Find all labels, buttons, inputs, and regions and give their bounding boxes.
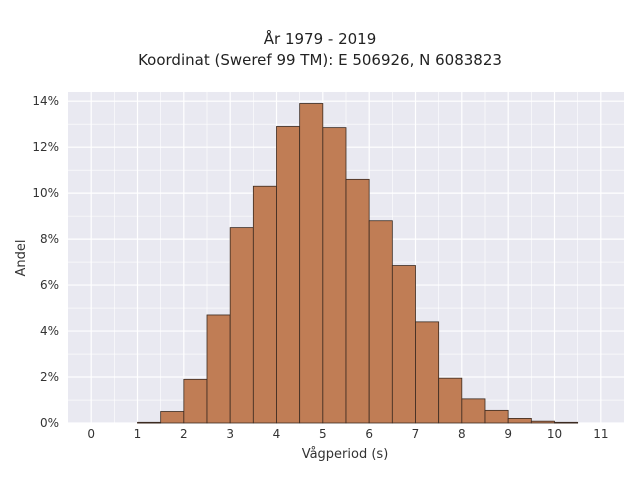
y-tick-label: 2% (40, 370, 59, 384)
x-tick-label: 6 (365, 427, 373, 441)
x-tick-label: 8 (458, 427, 466, 441)
y-tick-label: 0% (40, 416, 59, 430)
x-tick-label: 0 (87, 427, 95, 441)
histogram-bar (415, 321, 440, 424)
x-tick-label: 2 (180, 427, 188, 441)
x-tick-label: 4 (273, 427, 281, 441)
y-tick-label: 10% (32, 186, 59, 200)
histogram-bar (206, 314, 231, 424)
y-tick-label: 8% (40, 232, 59, 246)
histogram-bar (160, 411, 185, 424)
y-axis-label: Andel (14, 239, 29, 277)
histogram-bar (461, 398, 486, 424)
histogram-bar (183, 378, 208, 424)
histogram-bar (345, 178, 370, 424)
y-tick-label: 14% (32, 94, 59, 108)
x-tick-label: 7 (412, 427, 420, 441)
x-tick-label: 3 (226, 427, 234, 441)
x-tick-label: 10 (547, 427, 562, 441)
x-tick-label: 9 (504, 427, 512, 441)
histogram-bar (276, 126, 301, 424)
histogram-bar (391, 265, 416, 424)
y-tick-label: 6% (40, 278, 59, 292)
histogram-bar (229, 227, 254, 424)
histogram-bar (530, 420, 555, 424)
chart-subtitle: Koordinat (Sweref 99 TM): E 506926, N 60… (138, 51, 502, 69)
histogram-bar (484, 409, 509, 424)
y-tick-label: 12% (32, 140, 59, 154)
y-tick-label: 4% (40, 324, 59, 338)
x-tick-label: 5 (319, 427, 327, 441)
histogram-bar (299, 103, 324, 424)
histogram-bar (137, 421, 162, 424)
chart-title: År 1979 - 2019 (263, 30, 377, 48)
histogram-bar (252, 185, 277, 424)
x-axis-label: Vågperiod (s) (301, 447, 389, 462)
histogram-bar (322, 127, 347, 424)
histogram-bar (554, 421, 579, 424)
histogram-bar (368, 220, 393, 424)
x-tick-label: 11 (593, 427, 608, 441)
x-tick-label: 1 (134, 427, 142, 441)
histogram-bar (507, 418, 532, 424)
histogram-bar (438, 377, 463, 424)
